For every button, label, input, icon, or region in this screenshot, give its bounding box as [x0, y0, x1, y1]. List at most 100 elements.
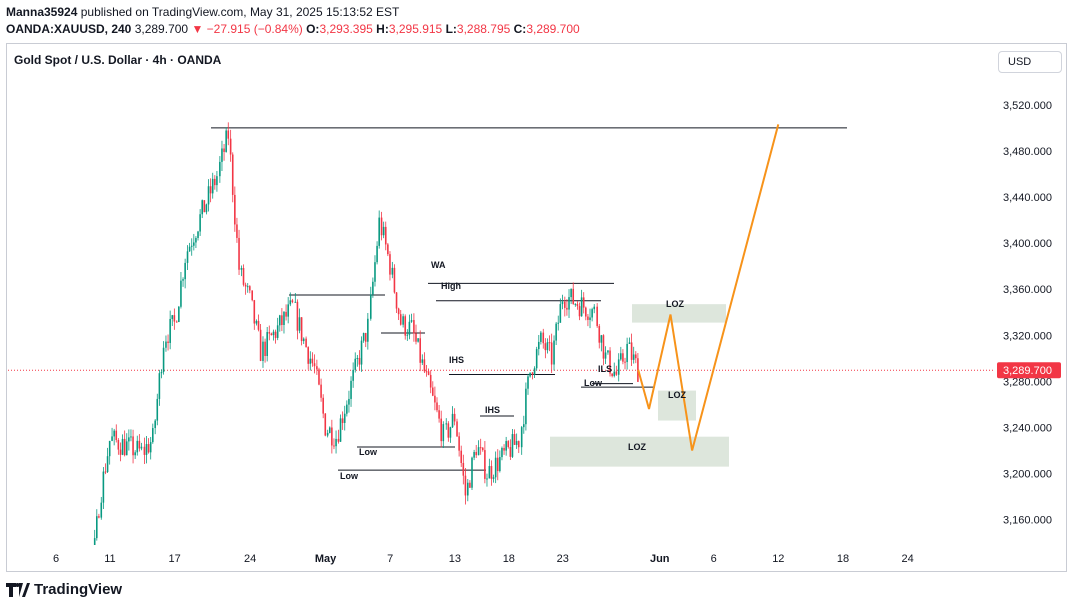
candle-body [184, 262, 186, 280]
candle-body [123, 438, 126, 456]
candle-body [408, 321, 411, 335]
candle-body [593, 306, 596, 310]
candle-body [533, 368, 536, 375]
candle-body [513, 434, 516, 445]
candle-body [438, 410, 440, 419]
candle-body [546, 342, 549, 351]
annotation-label: IHS [449, 355, 464, 365]
annotation-label: Low [340, 471, 359, 481]
candle-body [406, 334, 409, 336]
annotation-label: Low [359, 447, 378, 457]
candle-body [242, 268, 245, 285]
demand-zones [550, 304, 729, 467]
candle-body [609, 350, 611, 374]
candle-body [276, 325, 279, 338]
candle-body [108, 440, 111, 457]
candle-body [188, 246, 191, 252]
candle-body [542, 332, 545, 344]
annotation-label: High [441, 281, 461, 291]
candle-body [486, 478, 488, 480]
candle-body [272, 331, 275, 336]
candle-body [289, 300, 292, 305]
candle-body [266, 332, 268, 357]
tradingview-logo-icon [6, 582, 30, 597]
candle-body [537, 341, 540, 350]
candle-body [358, 357, 361, 365]
demand-zone [658, 390, 696, 421]
annotation-label: ILS [598, 364, 612, 374]
candle-body [525, 388, 527, 425]
candle-body [113, 430, 115, 437]
candle-body [165, 341, 167, 348]
candle-body [143, 446, 146, 455]
candle-body [544, 343, 547, 351]
candles[interactable] [93, 122, 639, 545]
candle-body [140, 446, 143, 449]
low-label: L: [445, 22, 457, 36]
candle-body [531, 372, 534, 375]
candle-body [339, 418, 342, 442]
candle-body [311, 358, 314, 364]
symbol-info: OANDA:XAUUSD, 240 3,289.700 ▼ −27.915 (−… [6, 22, 580, 36]
candle-body [132, 436, 134, 456]
candle-body [602, 335, 605, 359]
chart-frame [6, 43, 1067, 572]
candle-body [589, 317, 591, 320]
candle-body [507, 441, 510, 448]
current-price-label: 3,289.700 [1003, 365, 1052, 377]
y-tick-label: 3,320.000 [1003, 330, 1052, 342]
candle-body [348, 398, 350, 405]
candle-body [178, 306, 180, 323]
candle-body [223, 148, 225, 152]
candle-body [429, 374, 432, 388]
published-text: published on TradingView.com, May 31, 20… [80, 5, 400, 19]
candle-body [106, 456, 109, 472]
candle-body [225, 130, 227, 152]
candle-body [205, 204, 208, 213]
candle-body [393, 267, 396, 293]
open-label: O: [306, 22, 320, 36]
close-value: 3,289.700 [526, 22, 580, 36]
high-value: 3,295.915 [388, 22, 443, 36]
x-tick-label: May [315, 553, 337, 565]
candle-body [145, 444, 148, 455]
candle-body [283, 311, 285, 325]
candle-body [607, 350, 609, 353]
currency-button[interactable]: USD [998, 51, 1062, 73]
candle-body [471, 457, 473, 488]
candle-body [568, 297, 570, 310]
annotation-label: Low [584, 378, 603, 388]
candle-body [298, 317, 301, 331]
candle-body [136, 440, 139, 453]
candle-body [587, 316, 589, 320]
change-down-icon: ▼ [191, 22, 204, 36]
candle-body [620, 353, 622, 360]
x-tick-label: 6 [711, 553, 717, 565]
symbol-label[interactable]: OANDA:XAUUSD, 240 [6, 22, 132, 36]
x-tick-label: 7 [387, 553, 393, 565]
candle-body [447, 423, 450, 438]
candle-body [387, 244, 389, 255]
candle-body [160, 371, 163, 374]
candle-body [154, 420, 156, 429]
annotation-label: LOZ [666, 299, 684, 309]
candle-body [270, 333, 273, 336]
author-name[interactable]: Manna35924 [6, 5, 78, 19]
candle-body [152, 428, 154, 443]
candle-body [523, 424, 525, 428]
candle-body [244, 284, 247, 287]
candle-body [451, 413, 454, 428]
candle-body [158, 373, 161, 399]
candle-body [600, 335, 603, 343]
tradingview-footer[interactable]: TradingView [6, 581, 122, 598]
candle-body [384, 226, 387, 245]
candle-body [203, 200, 206, 213]
candle-body [326, 432, 329, 436]
candle-body [527, 376, 529, 389]
candle-body [104, 471, 107, 473]
publish-info: Manna35924 published on TradingView.com,… [6, 5, 399, 19]
candle-body [296, 301, 299, 331]
candle-body [199, 214, 201, 232]
candle-body [630, 342, 633, 360]
